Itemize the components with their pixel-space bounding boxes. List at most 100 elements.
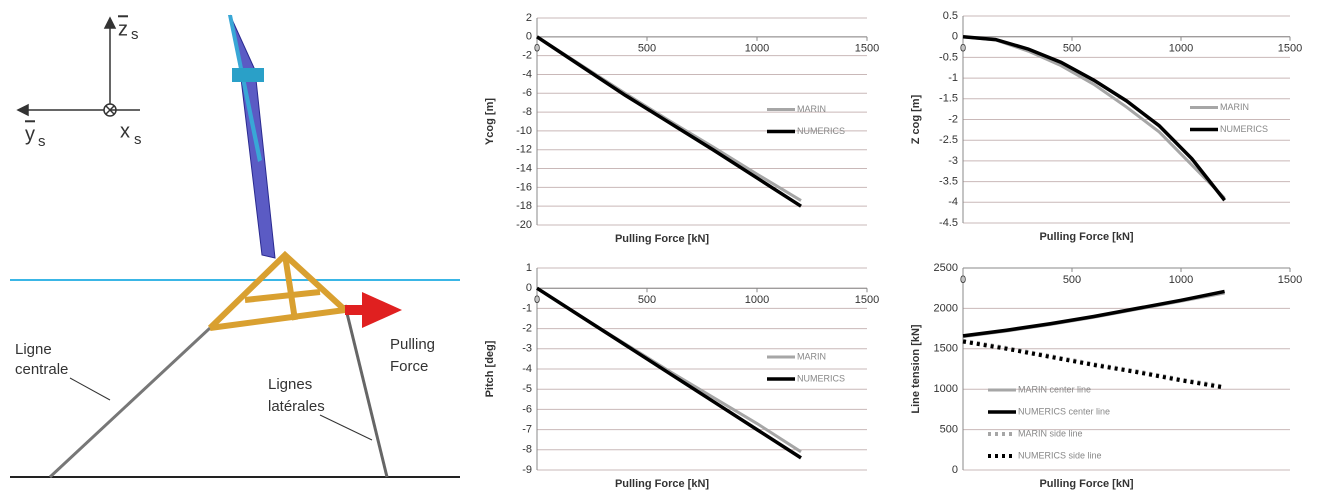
- x-tick-label: 1500: [855, 294, 879, 306]
- legend-label: NUMERICS center line: [1018, 406, 1110, 416]
- x-tick-label: 1500: [855, 43, 879, 55]
- y-axis-title: Ycog [m]: [484, 98, 496, 145]
- y-axis-title: Pitch [deg]: [484, 340, 496, 397]
- figure: z s y s x s Ligne centrale Lignes latéra…: [0, 0, 1317, 493]
- y-tick-label: -4.5: [939, 217, 958, 229]
- y-tick-label: -14: [516, 162, 532, 174]
- floater: [210, 255, 345, 328]
- y-tick-label: -1: [948, 72, 958, 84]
- axis-y-letter: y: [25, 123, 35, 145]
- legend-label: NUMERICS side line: [1018, 450, 1102, 460]
- x-axis-title: Pulling Force [kN]: [615, 478, 709, 490]
- leader: [70, 378, 110, 400]
- x-tick-label: 0: [960, 43, 966, 55]
- x-tick-label: 500: [1063, 43, 1081, 55]
- axis-z-sub: s: [131, 26, 139, 43]
- y-tick-label: -7: [522, 424, 532, 436]
- x-axis-title: Pulling Force [kN]: [615, 233, 709, 245]
- y-axis-title: Line tension [kN]: [910, 324, 922, 414]
- x-tick-label: 500: [638, 43, 656, 55]
- series-line: [963, 37, 1225, 198]
- x-tick-label: 1000: [1169, 43, 1193, 55]
- y-tick-label: -6: [522, 403, 532, 415]
- label: Lignes: [268, 376, 312, 393]
- legend-label: NUMERICS: [1220, 124, 1268, 134]
- y-tick-label: 500: [940, 424, 958, 436]
- y-tick-label: 0: [526, 282, 532, 294]
- series-line: [537, 37, 801, 206]
- y-tick-label: -0.5: [939, 51, 958, 63]
- y-tick-label: -3: [948, 155, 958, 167]
- x-tick-label: 500: [638, 294, 656, 306]
- central-line: [50, 328, 210, 477]
- y-axis-title: Z cog [m]: [910, 94, 922, 144]
- y-tick-label: -2: [948, 113, 958, 125]
- label: latérales: [268, 398, 325, 415]
- y-tick-label: -16: [516, 181, 532, 193]
- y-tick-label: -3: [522, 343, 532, 355]
- x-axis-title: Pulling Force [kN]: [1039, 231, 1133, 243]
- series-line: [537, 288, 801, 458]
- legend-label: NUMERICS: [797, 373, 845, 383]
- legend-label: MARIN: [1220, 102, 1249, 112]
- y-tick-label: 2: [526, 12, 532, 24]
- y-tick-label: -3.5: [939, 176, 958, 188]
- series-line: [963, 37, 1225, 201]
- lateral-line: [345, 305, 387, 477]
- legend-label: MARIN: [797, 104, 826, 114]
- y-tick-label: 0.5: [943, 10, 958, 22]
- y-tick-label: -5: [522, 383, 532, 395]
- y-tick-label: -18: [516, 200, 532, 212]
- y-tick-label: 1000: [934, 383, 958, 395]
- x-tick-label: 1000: [1169, 274, 1193, 286]
- series-line: [963, 291, 1225, 335]
- axis-x-sub: s: [134, 131, 142, 148]
- x-axis-title: Pulling Force [kN]: [1039, 478, 1133, 490]
- x-tick-label: 1500: [1278, 274, 1302, 286]
- y-tick-label: -4: [948, 196, 958, 208]
- y-tick-label: 0: [526, 31, 532, 43]
- y-tick-label: -20: [516, 219, 532, 231]
- x-tick-label: 1000: [745, 43, 769, 55]
- diagram: z s y s x s Ligne centrale Lignes latéra…: [10, 15, 460, 477]
- x-tick-label: 0: [534, 294, 540, 306]
- axis-x-letter: x: [120, 120, 130, 142]
- leader: [320, 415, 372, 440]
- y-tick-label: -9: [522, 464, 532, 476]
- legend-label: MARIN side line: [1018, 428, 1083, 438]
- y-tick-label: -4: [522, 363, 532, 375]
- y-tick-label: 1: [526, 262, 532, 274]
- y-tick-label: 2500: [934, 262, 958, 274]
- force-arrow-head: [362, 292, 402, 328]
- y-tick-label: -12: [516, 144, 532, 156]
- label: Pulling: [390, 336, 435, 353]
- label: Force: [390, 358, 428, 375]
- y-tick-label: -1: [522, 302, 532, 314]
- y-tick-label: 0: [952, 31, 958, 43]
- y-tick-label: -8: [522, 106, 532, 118]
- y-tick-label: -8: [522, 444, 532, 456]
- y-tick-label: -2: [522, 323, 532, 335]
- y-tick-label: 0: [952, 464, 958, 476]
- x-tick-label: 500: [1063, 274, 1081, 286]
- y-tick-label: -1.5: [939, 93, 958, 105]
- label: Ligne: [15, 341, 52, 358]
- y-tick-label: -2.5: [939, 134, 958, 146]
- legend-label: MARIN: [797, 351, 826, 361]
- x-tick-label: 1000: [745, 294, 769, 306]
- axis-y-sub: s: [38, 133, 46, 150]
- axis-z-letter: z: [118, 18, 128, 40]
- legend-label: MARIN center line: [1018, 384, 1091, 394]
- y-tick-label: 2000: [934, 302, 958, 314]
- x-tick-label: 1500: [1278, 43, 1302, 55]
- y-tick-label: -2: [522, 50, 532, 62]
- legend-label: NUMERICS: [797, 126, 845, 136]
- y-tick-label: -10: [516, 125, 532, 137]
- nacelle: [232, 68, 264, 82]
- y-tick-label: 1500: [934, 343, 958, 355]
- y-tick-label: -6: [522, 87, 532, 99]
- x-tick-label: 0: [534, 43, 540, 55]
- y-tick-label: -4: [522, 68, 532, 80]
- x-tick-label: 0: [960, 274, 966, 286]
- label: centrale: [15, 361, 68, 378]
